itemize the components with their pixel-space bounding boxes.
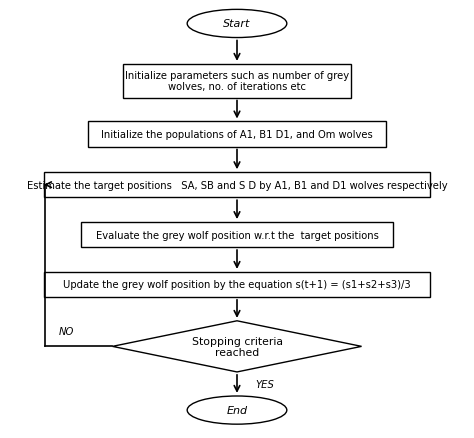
Text: YES: YES [255,379,274,389]
FancyBboxPatch shape [44,173,430,198]
FancyBboxPatch shape [88,122,386,147]
Polygon shape [112,321,362,372]
Text: Update the grey wolf position by the equation s(t+1) = (s1+s2+s3)/3: Update the grey wolf position by the equ… [63,280,411,290]
Text: Start: Start [223,19,251,29]
Text: Evaluate the grey wolf position w.r.t the  target positions: Evaluate the grey wolf position w.r.t th… [96,230,378,240]
Text: Estimate the target positions   SA, SB and S D by A1, B1 and D1 wolves respectiv: Estimate the target positions SA, SB and… [27,180,447,190]
Text: NO: NO [59,326,74,336]
FancyBboxPatch shape [123,65,351,99]
Ellipse shape [187,396,287,424]
Text: Initialize the populations of A1, B1 D1, and Om wolves: Initialize the populations of A1, B1 D1,… [101,130,373,140]
FancyBboxPatch shape [44,272,430,297]
Text: Stopping criteria
reached: Stopping criteria reached [191,336,283,357]
Text: Initialize parameters such as number of grey
wolves, no. of iterations etc: Initialize parameters such as number of … [125,71,349,92]
Text: End: End [227,405,247,415]
FancyBboxPatch shape [82,223,392,247]
Ellipse shape [187,11,287,39]
